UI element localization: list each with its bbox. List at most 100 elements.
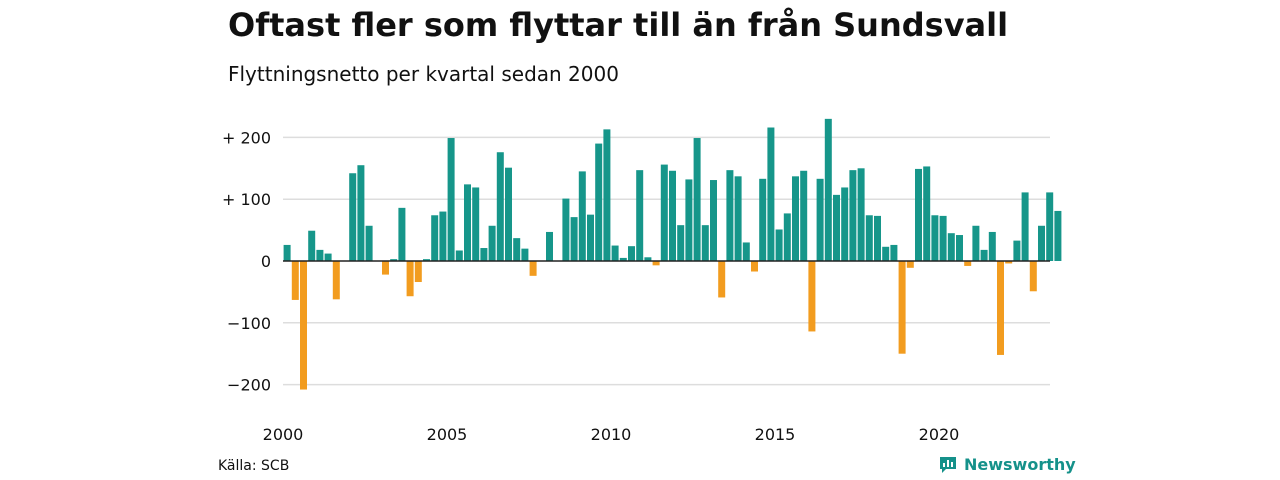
bar [316,249,324,261]
bar [480,248,488,261]
bar [726,170,734,261]
bar [660,164,668,261]
bar [488,225,496,261]
bar [439,211,447,261]
bar [562,198,570,261]
bar [595,143,603,261]
bar [382,261,389,275]
bar [1046,192,1054,261]
bar [800,170,808,261]
bar [365,225,373,261]
bar [455,250,463,261]
bar [652,261,660,266]
x-tick-label: 2020 [919,425,960,444]
bar [324,253,332,261]
bar [570,217,578,261]
bar [636,170,644,261]
bar [988,231,996,261]
bar [587,214,594,261]
bar [357,165,365,261]
bar [283,244,291,261]
bar [898,261,906,354]
brand-name: Newsworthy [964,454,1076,474]
bar [1005,261,1013,264]
bar [816,178,824,261]
bar [669,170,676,261]
chart-subtitle: Flyttningsnetto per kvartal sedan 2000 [228,62,619,86]
x-tick-label: 2000 [263,425,304,444]
bar [603,129,611,261]
bar [1038,225,1045,261]
bar [685,179,693,261]
bar [964,261,972,266]
bar [865,215,873,261]
x-tick-label: 2010 [591,425,632,444]
y-tick-label: 0 [261,252,271,271]
bar [947,233,955,261]
bar [1013,240,1021,261]
bar [972,225,980,261]
bar [291,261,299,300]
brand-logo: Newsworthy [938,454,1076,474]
bar [414,261,422,283]
bar [472,187,480,261]
y-tick-label: + 100 [222,190,271,209]
bar [824,118,832,261]
bar [308,230,316,261]
bar [496,152,504,261]
y-tick-label: −200 [227,376,271,395]
x-tick-label: 2015 [755,425,796,444]
y-axis-ticks: + 200 + 100 0 −100 −200 [222,128,271,394]
bar [505,167,512,261]
bar [939,215,947,261]
y-tick-label: + 200 [222,128,271,147]
bar [841,187,849,261]
bar [1029,261,1037,292]
bar [808,261,816,332]
bar [701,225,709,261]
bar [956,235,963,261]
bar [406,261,414,297]
bar [923,166,931,261]
bar [1054,210,1062,261]
bar [980,249,988,261]
bar [718,261,726,298]
bar [300,261,307,390]
newsworthy-logo-icon [940,457,956,473]
bar [578,171,586,261]
bar [742,242,750,261]
bar [447,138,455,261]
bar [751,261,758,272]
bar [693,138,701,261]
bar [546,231,553,261]
bar [931,215,939,261]
y-tick-label: −100 [227,314,271,333]
bar [915,168,922,261]
x-axis-ticks: 2000 2005 2010 2015 2020 [263,425,960,444]
bar [849,170,857,261]
x-tick-label: 2005 [427,425,468,444]
bar [513,238,521,261]
gridlines [283,136,1050,386]
bar [767,127,775,261]
bar [423,259,430,261]
bar [464,184,471,261]
bar [906,261,914,268]
bar [710,180,717,261]
bar [890,244,898,261]
bar [398,207,406,261]
source-note: Källa: SCB [218,458,290,474]
bar [611,245,619,261]
bar [431,215,439,261]
bar [882,246,890,261]
bars [283,118,1062,390]
bar [775,229,783,261]
bar [332,261,340,300]
bar [628,246,635,261]
bar [874,215,881,261]
bar [644,257,652,261]
bar [619,257,627,261]
bar [734,176,742,261]
bar [529,261,537,276]
